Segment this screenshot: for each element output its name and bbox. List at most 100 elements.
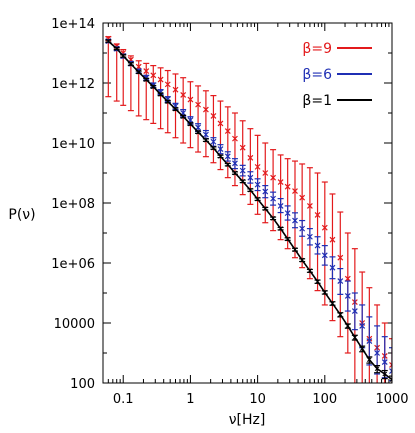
y-tick-label: 100 bbox=[70, 377, 95, 392]
data-point bbox=[218, 153, 223, 159]
series-3 bbox=[105, 38, 392, 383]
plot-frame bbox=[102, 22, 393, 384]
data-point bbox=[337, 312, 343, 317]
data-point bbox=[344, 275, 351, 282]
x-tick-label: 10 bbox=[249, 392, 266, 407]
data-point bbox=[239, 167, 246, 174]
data-point bbox=[321, 252, 328, 259]
data-point bbox=[389, 368, 392, 374]
data-point bbox=[314, 242, 321, 249]
data-point bbox=[232, 135, 238, 142]
data-point bbox=[344, 292, 351, 299]
data-point bbox=[247, 174, 254, 181]
data-point bbox=[329, 264, 336, 271]
data-point bbox=[262, 170, 269, 176]
data-point bbox=[352, 335, 358, 340]
data-point bbox=[389, 362, 392, 368]
data-point bbox=[307, 268, 313, 274]
data-point bbox=[195, 101, 202, 108]
y-tick-label: 10000 bbox=[54, 317, 95, 332]
x-tick-label: 0.1 bbox=[113, 392, 134, 407]
y-tick-label: 1e+12 bbox=[51, 77, 95, 92]
data-point bbox=[299, 194, 306, 201]
data-point bbox=[292, 247, 298, 252]
data-point bbox=[381, 359, 388, 365]
data-point bbox=[158, 91, 163, 97]
data-point bbox=[255, 196, 260, 202]
data-point bbox=[359, 322, 366, 329]
data-point bbox=[217, 146, 224, 152]
data-point bbox=[270, 174, 277, 181]
y-tick-label: 1e+08 bbox=[51, 197, 95, 212]
data-point bbox=[284, 183, 291, 190]
data-point bbox=[322, 290, 328, 295]
data-point bbox=[143, 77, 149, 82]
legend: β=9 β=6 β=1 bbox=[302, 41, 372, 109]
series-line bbox=[107, 40, 392, 381]
series-2 bbox=[105, 38, 392, 382]
data-point bbox=[254, 163, 261, 170]
data-point bbox=[329, 236, 336, 243]
data-point bbox=[351, 308, 358, 314]
data-point bbox=[210, 138, 217, 145]
data-point bbox=[225, 162, 231, 167]
data-point bbox=[299, 225, 306, 232]
x-tick-label: 1 bbox=[186, 392, 194, 407]
data-point bbox=[284, 210, 291, 217]
data-point bbox=[299, 257, 305, 263]
data-point bbox=[278, 226, 283, 231]
data-point bbox=[314, 212, 321, 218]
y-tick-label: 1e+10 bbox=[51, 137, 95, 152]
y-axis-label: P(ν) bbox=[8, 207, 35, 223]
data-point bbox=[188, 121, 193, 127]
data-point bbox=[180, 92, 187, 98]
data-point bbox=[277, 202, 284, 209]
data-point bbox=[165, 99, 171, 104]
data-point bbox=[128, 61, 134, 67]
data-point bbox=[187, 96, 194, 103]
data-point bbox=[202, 106, 209, 113]
data-point bbox=[382, 371, 388, 377]
data-point bbox=[143, 74, 150, 81]
data-point bbox=[359, 346, 365, 351]
data-point bbox=[202, 131, 209, 138]
data-point bbox=[247, 154, 254, 161]
data-point bbox=[239, 144, 246, 151]
data-point bbox=[150, 84, 156, 90]
legend-label: β=1 bbox=[302, 93, 332, 109]
data-point bbox=[374, 350, 381, 356]
data-point bbox=[262, 206, 268, 211]
data-point bbox=[180, 114, 186, 119]
data-point bbox=[164, 81, 171, 88]
data-point bbox=[345, 323, 351, 329]
data-point bbox=[143, 68, 150, 74]
data-point bbox=[150, 72, 157, 79]
data-point bbox=[270, 195, 277, 202]
data-point bbox=[270, 215, 276, 221]
data-point bbox=[224, 128, 231, 134]
data-point bbox=[135, 63, 142, 70]
x-axis-label: ν[Hz] bbox=[229, 412, 266, 428]
data-point bbox=[337, 254, 344, 261]
data-point bbox=[254, 181, 261, 188]
data-point bbox=[120, 53, 126, 59]
data-point bbox=[315, 279, 320, 284]
data-point bbox=[203, 137, 209, 143]
data-point bbox=[306, 202, 313, 209]
data-point bbox=[262, 188, 269, 195]
data-point bbox=[114, 46, 120, 51]
data-point bbox=[172, 86, 179, 93]
data-point bbox=[285, 236, 291, 242]
data-point bbox=[389, 377, 392, 382]
data-point bbox=[232, 160, 238, 167]
data-point bbox=[366, 357, 372, 363]
data-point bbox=[195, 129, 201, 135]
data-point bbox=[157, 76, 164, 83]
data-point bbox=[321, 224, 328, 231]
data-point bbox=[306, 233, 313, 240]
data-point bbox=[337, 278, 344, 284]
legend-label: β=6 bbox=[302, 67, 332, 83]
data-point bbox=[217, 120, 224, 127]
data-point bbox=[374, 366, 380, 372]
